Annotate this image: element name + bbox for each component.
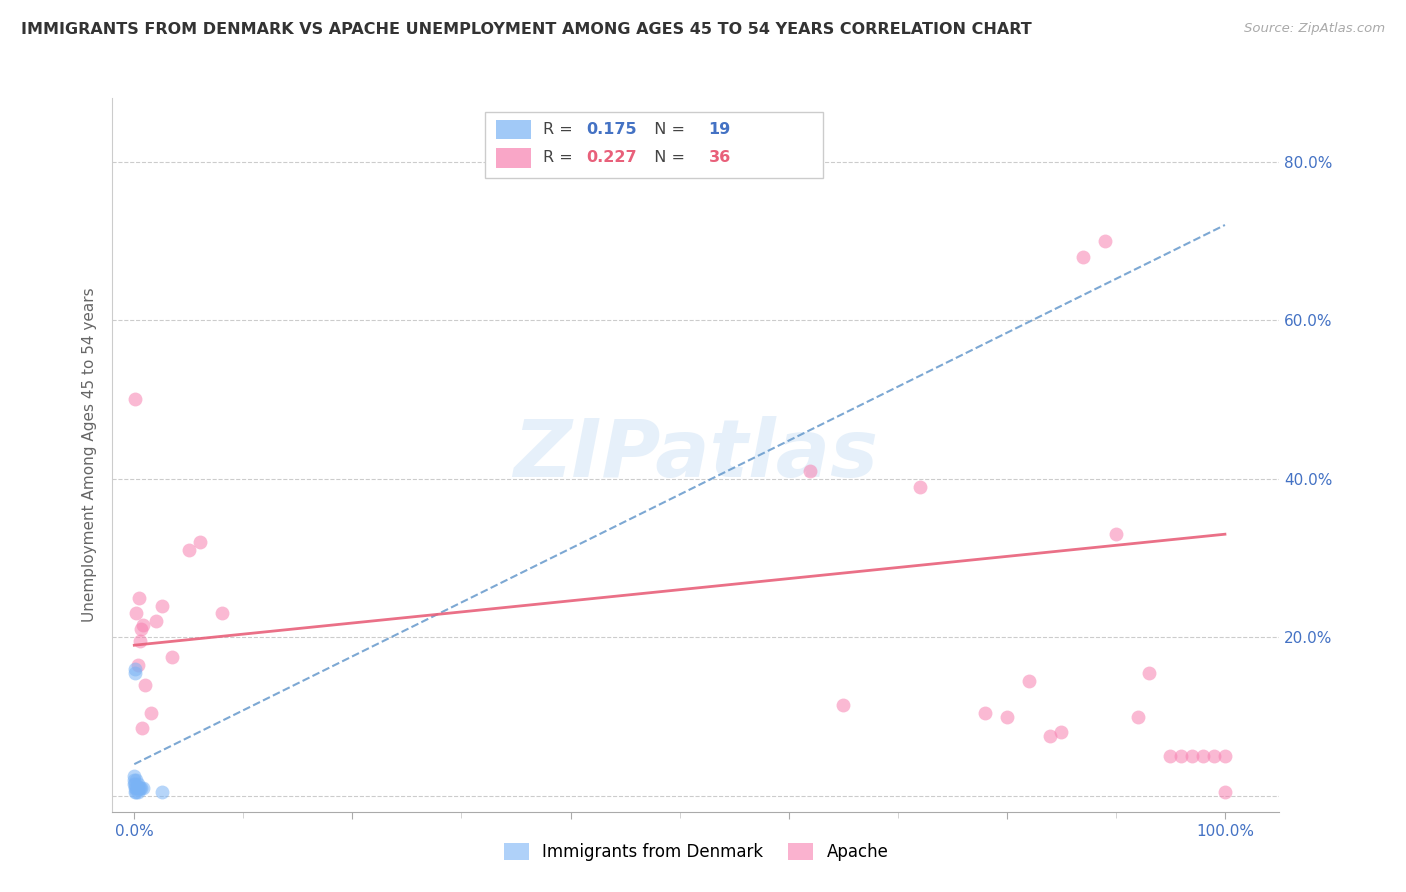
Point — [128, 634, 150, 648]
Point — [124, 785, 146, 799]
Text: ZIPatlas: ZIPatlas — [513, 416, 879, 494]
Text: N =: N = — [644, 122, 690, 136]
Point — [124, 780, 146, 795]
Point — [124, 665, 146, 680]
Point — [125, 607, 148, 621]
Point — [995, 709, 1018, 723]
Point — [124, 392, 146, 407]
Point — [127, 785, 149, 799]
Point — [188, 535, 211, 549]
Point — [124, 772, 146, 787]
Point — [139, 706, 162, 720]
Point — [1094, 234, 1116, 248]
Point — [129, 623, 152, 637]
Point — [1202, 749, 1225, 764]
Text: 36: 36 — [709, 151, 731, 165]
Point — [134, 678, 156, 692]
Text: 0.175: 0.175 — [586, 122, 637, 136]
Point — [974, 706, 997, 720]
Point — [908, 480, 931, 494]
Point — [125, 785, 148, 799]
Point — [124, 769, 146, 783]
Point — [127, 777, 149, 791]
Point — [128, 780, 150, 795]
Point — [131, 722, 153, 736]
Point — [128, 780, 150, 795]
Point — [150, 785, 173, 799]
Point — [832, 698, 855, 712]
Point — [132, 618, 155, 632]
Text: 19: 19 — [709, 122, 731, 136]
Text: N =: N = — [644, 151, 690, 165]
Text: R =: R = — [543, 122, 578, 136]
Point — [1126, 709, 1149, 723]
Point — [127, 780, 149, 795]
Point — [1105, 527, 1128, 541]
Point — [1137, 665, 1160, 680]
Point — [1213, 785, 1236, 799]
Point — [1181, 749, 1204, 764]
Text: R =: R = — [543, 151, 578, 165]
Point — [211, 607, 233, 621]
Point — [145, 615, 167, 629]
Point — [1170, 749, 1192, 764]
Point — [162, 650, 184, 665]
Text: IMMIGRANTS FROM DENMARK VS APACHE UNEMPLOYMENT AMONG AGES 45 TO 54 YEARS CORRELA: IMMIGRANTS FROM DENMARK VS APACHE UNEMPL… — [21, 22, 1032, 37]
Point — [1192, 749, 1215, 764]
Legend: Immigrants from Denmark, Apache: Immigrants from Denmark, Apache — [496, 836, 896, 868]
Point — [127, 658, 149, 673]
Point — [124, 777, 146, 791]
Point — [1071, 250, 1094, 264]
Point — [1213, 749, 1236, 764]
Point — [124, 662, 146, 676]
Point — [150, 599, 173, 613]
Point — [125, 772, 148, 787]
Text: 0.227: 0.227 — [586, 151, 637, 165]
Point — [132, 780, 155, 795]
Point — [128, 591, 150, 605]
Point — [799, 464, 821, 478]
Point — [125, 780, 148, 795]
Point — [124, 777, 146, 791]
Y-axis label: Unemployment Among Ages 45 to 54 years: Unemployment Among Ages 45 to 54 years — [82, 287, 97, 623]
Point — [177, 543, 200, 558]
Point — [1018, 673, 1040, 688]
Point — [1039, 730, 1062, 744]
Point — [129, 780, 152, 795]
Text: Source: ZipAtlas.com: Source: ZipAtlas.com — [1244, 22, 1385, 36]
Point — [1159, 749, 1181, 764]
Point — [1050, 725, 1073, 739]
